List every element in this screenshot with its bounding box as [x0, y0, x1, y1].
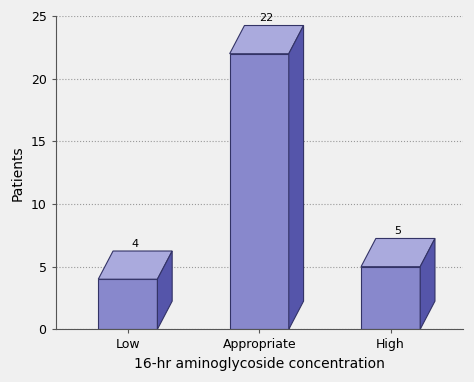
Text: 22: 22 [259, 13, 274, 23]
FancyBboxPatch shape [230, 54, 289, 329]
FancyBboxPatch shape [361, 267, 420, 329]
Polygon shape [157, 251, 172, 329]
Polygon shape [230, 26, 303, 54]
Polygon shape [289, 26, 303, 329]
Polygon shape [420, 238, 435, 329]
FancyBboxPatch shape [98, 279, 157, 329]
X-axis label: 16-hr aminoglycoside concentration: 16-hr aminoglycoside concentration [134, 357, 385, 371]
Polygon shape [361, 238, 435, 267]
Y-axis label: Patients: Patients [11, 145, 25, 201]
Text: 4: 4 [132, 238, 139, 249]
Polygon shape [98, 251, 172, 279]
Text: 5: 5 [394, 226, 401, 236]
